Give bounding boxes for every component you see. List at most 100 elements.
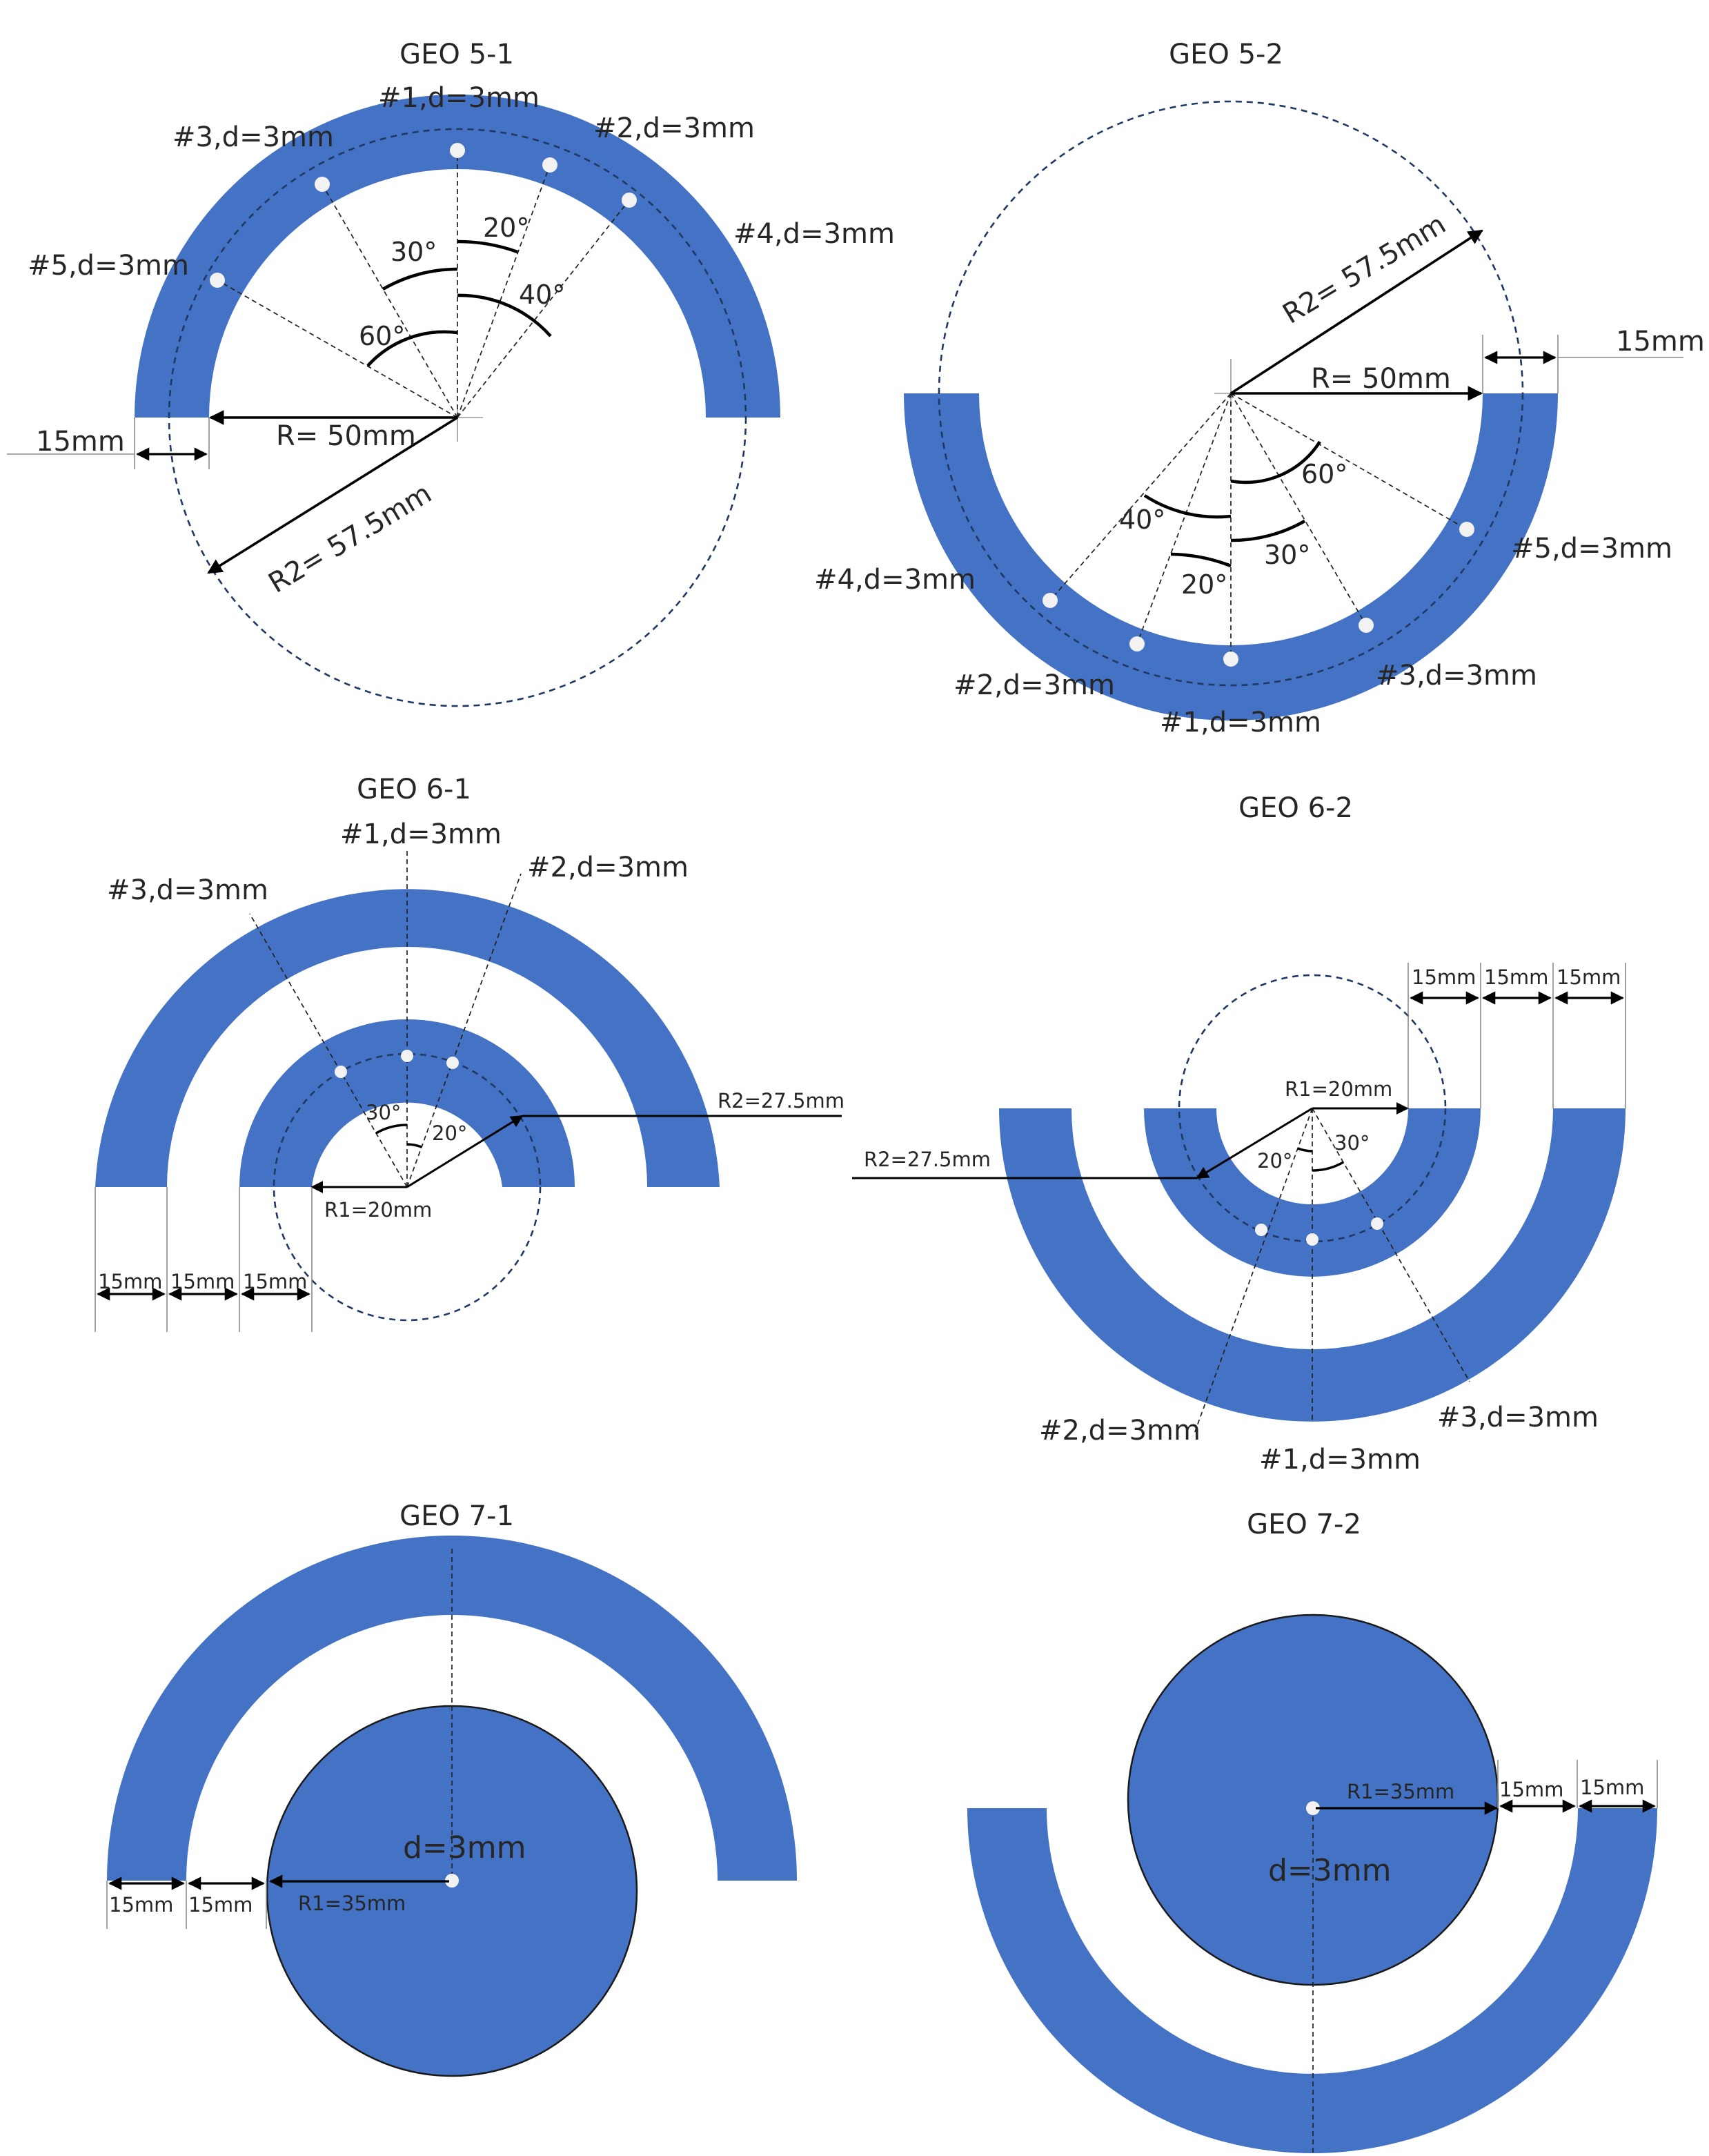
geo-5-1-width-label: 15mm <box>36 426 125 458</box>
geo-6-1-hole-3 <box>335 1066 347 1078</box>
geo-5-1-angle-60: 60° <box>359 321 405 351</box>
geo-7-2-title: GEO 7-2 <box>1247 1509 1361 1540</box>
geo-7-2-panel: GEO 7-2 d=3mm R1=35mm 15mm 15mm <box>967 1509 1658 2153</box>
geo-7-1-hole <box>445 1874 459 1888</box>
geo-7-1-r1-label: R1=35mm <box>298 1892 406 1915</box>
geo-5-2-hole-2-label: #2,d=3mm <box>954 669 1115 701</box>
geo-6-2-hole-2 <box>1255 1224 1267 1236</box>
geo-6-1-title: GEO 6-1 <box>357 774 471 805</box>
geo-6-1-outer-ring <box>95 889 720 1187</box>
geo-5-1-hole-3 <box>315 177 330 192</box>
geo-7-1-panel: GEO 7-1 d=3mm R1=35mm 15mm 15mm <box>106 1500 797 2077</box>
geo-6-1-r2-arrow <box>406 1115 524 1188</box>
geo-5-2-hole-3 <box>1359 618 1374 633</box>
geo-5-2-angle-30: 30° <box>1264 540 1310 570</box>
geo-7-2-width-dimensions <box>1497 1760 1658 1813</box>
geo-6-1-hole-1 <box>401 1050 413 1062</box>
geo-6-1-hole-2-label: #2,d=3mm <box>527 852 689 883</box>
geo-5-1-hole-1 <box>450 143 465 158</box>
geo-6-1-radial-lines <box>249 849 522 1188</box>
geo-6-2-hole-3 <box>1371 1217 1383 1230</box>
geo-5-1-radius-label: R= 50mm <box>276 420 416 452</box>
geo-6-2-angle-20: 20° <box>1257 1149 1292 1173</box>
geo-6-2-r2-arrow <box>1196 1107 1313 1179</box>
geo-7-2-ring <box>967 1808 1657 2153</box>
geo-5-2-ring <box>904 393 1558 721</box>
geo-5-1-hole-1-label: #1,d=3mm <box>378 82 540 114</box>
geo-5-2-radial-lines <box>1049 393 1468 659</box>
geo-5-2-angle-40: 40° <box>1119 504 1165 535</box>
geo-5-2-hole-2 <box>1129 636 1145 651</box>
geo-6-2-hole-3-label: #3,d=3mm <box>1437 1402 1599 1433</box>
geo-6-1-width-label-1: 15mm <box>98 1270 162 1293</box>
geo-5-2-hole-5-label: #5,d=3mm <box>1511 533 1672 565</box>
geo-6-1-width-label-2: 15mm <box>170 1270 235 1293</box>
geo-7-2-hole <box>1306 1801 1320 1815</box>
geo-5-2-hole-4-label: #4,d=3mm <box>814 564 976 596</box>
geo-6-1-width-label-3: 15mm <box>243 1270 307 1293</box>
geo-7-2-width-label-2: 15mm <box>1580 1776 1644 1799</box>
geo-6-1-angle-arcs <box>375 1124 422 1148</box>
geo-5-2-angle-arcs <box>1143 440 1321 568</box>
geo-5-1-hole-4 <box>622 193 637 208</box>
geo-6-1-r2-label: R2=27.5mm <box>718 1089 844 1113</box>
geo-5-2-radius2-arrow <box>1230 229 1483 395</box>
geo-5-2-angle-60: 60° <box>1301 459 1347 489</box>
geo-6-2-radial-lines <box>1193 1108 1470 1436</box>
geo-6-1-width-dimensions <box>95 1187 313 1332</box>
geo-6-2-hole-2-label: #2,d=3mm <box>1039 1415 1201 1447</box>
geo-6-1-hole-1-label: #1,d=3mm <box>340 819 502 850</box>
geo-6-1-inner-ring <box>239 1019 575 1187</box>
geo-5-2-panel: GEO 5-2 #1,d=3mm <box>814 39 1705 738</box>
geo-6-2-width-label-1: 15mm <box>1412 966 1476 989</box>
geo-6-1-panel: GEO 6-1 #1,d=3mm #2,d=3 <box>95 774 844 1332</box>
geo-6-2-outer-ring <box>999 1108 1626 1422</box>
geo-5-1-hole-5-label: #5,d=3mm <box>28 250 189 282</box>
geo-5-1-dashed-circle <box>168 128 747 707</box>
geo-5-2-hole-1 <box>1223 651 1238 667</box>
geo-5-1-angle-30: 30° <box>391 237 437 267</box>
geo-7-2-r1-label: R1=35mm <box>1347 1780 1454 1803</box>
geo-6-1-hole-2 <box>446 1057 459 1069</box>
geo-5-1-width-dimension <box>7 418 210 469</box>
geo-6-1-dashed-circle <box>273 1052 542 1322</box>
geo-5-1-hole-2 <box>542 157 557 173</box>
geo-6-2-width-dimensions <box>1407 963 1626 1108</box>
geo-5-2-radius-label: R= 50mm <box>1311 363 1451 395</box>
geo-6-2-inner-ring <box>1144 1108 1481 1277</box>
geo-5-1-ring <box>135 95 780 418</box>
geo-7-2-hole-label: d=3mm <box>1268 1853 1392 1888</box>
geo-6-2-dashed-circle <box>1178 974 1447 1243</box>
geo-7-1-ring <box>107 1536 797 1881</box>
geo-5-2-angle-20: 20° <box>1181 569 1227 600</box>
geo-6-2-r1-label: R1=20mm <box>1285 1077 1392 1101</box>
geo-5-1-radial-lines <box>217 150 630 418</box>
geo-5-1-hole-2-label: #2,d=3mm <box>593 112 755 144</box>
geo-5-2-hole-4 <box>1043 593 1058 608</box>
geo-6-2-angle-arcs <box>1297 1147 1344 1172</box>
geo-6-1-angle-20: 20° <box>432 1121 467 1145</box>
geo-7-2-width-label-1: 15mm <box>1499 1778 1563 1801</box>
geo-5-1-panel: GEO 5-1 <box>7 39 895 707</box>
geo-7-1-disk <box>266 1705 638 2077</box>
geo-6-2-panel: GEO 6-2 #1,d=3mm #2,d=3mm #3, <box>852 792 1626 1476</box>
geo-5-2-radius2-label: R2= 57.5mm <box>1277 208 1451 331</box>
geo-6-2-hole-1-label: #1,d=3mm <box>1259 1444 1421 1476</box>
geo-5-1-angle-20: 20° <box>483 213 529 243</box>
geo-6-2-width-label-2: 15mm <box>1484 966 1548 989</box>
geo-6-2-angle-30: 30° <box>1334 1131 1370 1155</box>
geo-5-1-hole-4-label: #4,d=3mm <box>733 218 895 250</box>
geo-6-1-hole-3-label: #3,d=3mm <box>107 874 268 906</box>
geo-6-2-hole-1 <box>1306 1233 1318 1246</box>
geo-5-2-hole-1-label: #1,d=3mm <box>1160 707 1321 738</box>
geo-6-1-angle-30: 30° <box>366 1101 401 1124</box>
geo-5-1-title: GEO 5-1 <box>399 39 514 70</box>
geo-5-2-width-label: 15mm <box>1616 326 1705 357</box>
geo-5-1-radius2-label: R2= 57.5mm <box>263 478 437 600</box>
geo-5-1-radius2-arrow <box>207 416 458 574</box>
geo-5-1-hole-5 <box>210 273 225 288</box>
geo-5-1-angle-arcs <box>366 239 552 367</box>
geo-5-2-width-dimension <box>1482 335 1683 393</box>
geo-5-1-angle-40: 40° <box>519 280 565 310</box>
